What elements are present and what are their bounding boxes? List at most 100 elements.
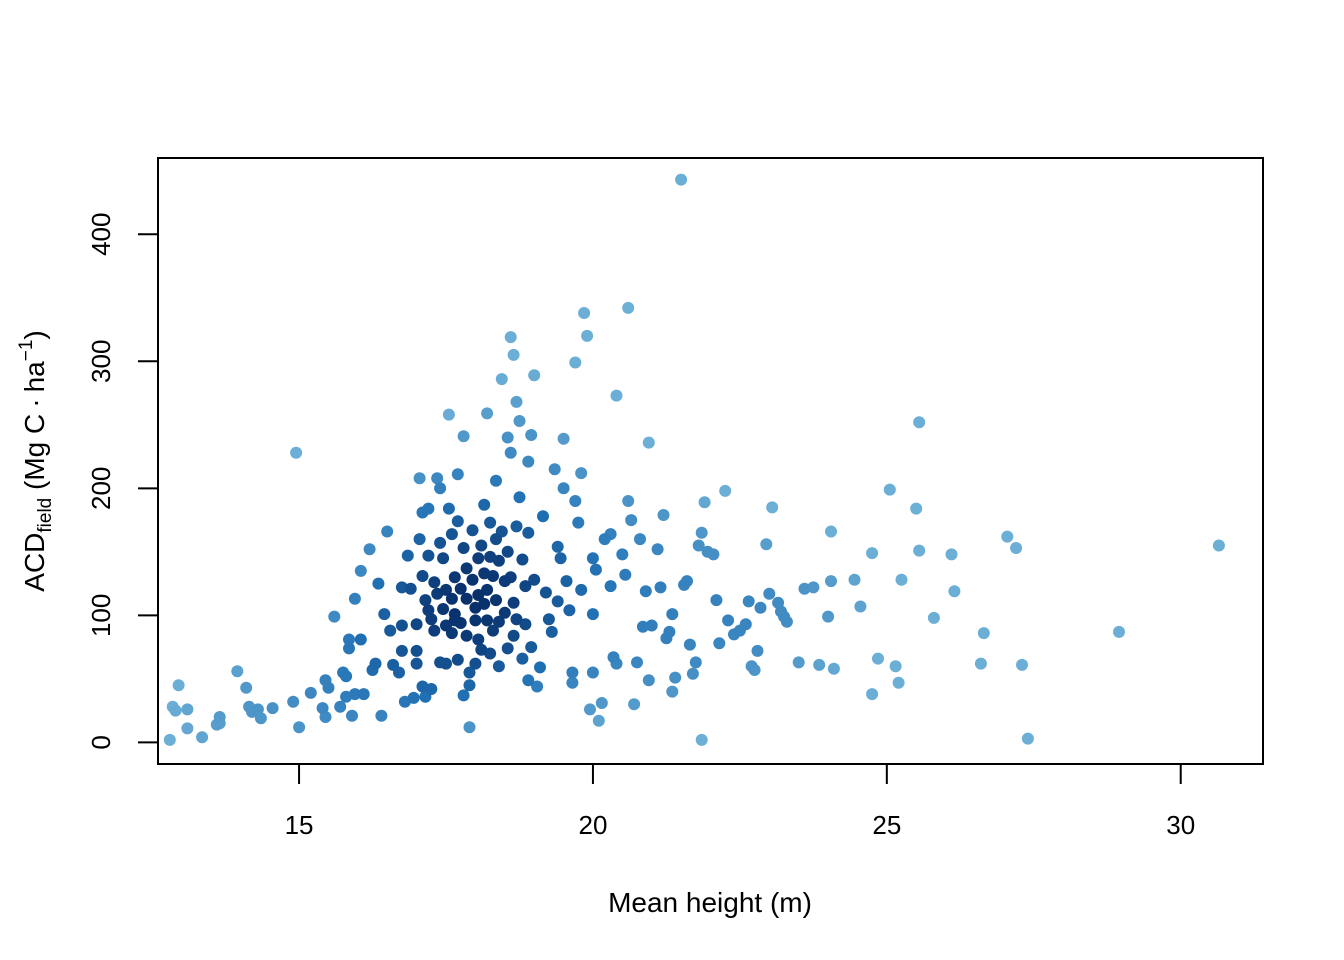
data-point bbox=[563, 604, 576, 617]
data-point bbox=[348, 592, 361, 605]
y-axis-title-subscript: field bbox=[35, 498, 56, 533]
y-tick-label: 200 bbox=[86, 467, 116, 510]
data-point bbox=[813, 658, 826, 671]
data-point bbox=[410, 644, 423, 657]
data-point bbox=[569, 495, 582, 507]
data-point bbox=[698, 496, 711, 509]
data-point bbox=[448, 571, 461, 584]
data-point bbox=[463, 721, 476, 734]
data-point bbox=[551, 540, 564, 553]
data-point bbox=[548, 463, 561, 476]
y-axis-title-main: ACD bbox=[19, 533, 50, 592]
data-point bbox=[566, 676, 579, 689]
data-point bbox=[581, 329, 594, 342]
data-point bbox=[622, 301, 635, 314]
data-point bbox=[889, 660, 902, 673]
data-point bbox=[572, 516, 585, 529]
data-point bbox=[948, 585, 961, 598]
data-point bbox=[457, 689, 470, 702]
data-point bbox=[825, 575, 837, 588]
data-point bbox=[454, 617, 467, 629]
data-point bbox=[451, 653, 464, 666]
data-point bbox=[378, 608, 391, 621]
data-point bbox=[510, 613, 523, 626]
data-point bbox=[431, 472, 444, 485]
x-axis-title: Mean height (m) bbox=[608, 887, 812, 918]
data-point bbox=[895, 573, 908, 586]
data-point bbox=[636, 620, 649, 633]
data-point bbox=[498, 606, 511, 619]
y-axis-title-superscript: −1 bbox=[16, 340, 37, 362]
data-point bbox=[372, 577, 385, 590]
data-point bbox=[545, 625, 558, 638]
data-point bbox=[490, 594, 502, 607]
data-point bbox=[525, 429, 538, 441]
data-point bbox=[1010, 542, 1023, 554]
data-point bbox=[442, 408, 455, 421]
y-tick-label: 300 bbox=[86, 340, 116, 383]
data-point bbox=[469, 657, 482, 670]
data-point bbox=[883, 483, 896, 496]
data-point bbox=[410, 618, 423, 631]
x-tick-label: 15 bbox=[285, 810, 314, 840]
data-point bbox=[440, 583, 452, 596]
data-point bbox=[610, 389, 623, 402]
data-point bbox=[501, 545, 514, 558]
data-point bbox=[460, 592, 473, 605]
data-point bbox=[713, 637, 726, 650]
data-point bbox=[413, 472, 426, 485]
y-axis-title-dot: · bbox=[19, 398, 50, 407]
data-point bbox=[387, 658, 400, 671]
data-point bbox=[639, 585, 652, 598]
data-point bbox=[316, 702, 329, 715]
data-point bbox=[516, 553, 529, 566]
data-point bbox=[384, 624, 397, 637]
data-point bbox=[663, 625, 676, 638]
data-point bbox=[539, 586, 552, 599]
data-point bbox=[454, 582, 467, 595]
data-point bbox=[472, 633, 485, 646]
data-point bbox=[290, 446, 303, 459]
data-point bbox=[472, 552, 485, 565]
data-point bbox=[448, 608, 461, 621]
data-point bbox=[692, 539, 705, 552]
data-point bbox=[586, 552, 599, 565]
data-point bbox=[484, 550, 497, 563]
data-point bbox=[510, 395, 523, 408]
data-point bbox=[945, 548, 958, 561]
data-point bbox=[739, 618, 752, 631]
data-point bbox=[516, 652, 529, 665]
data-point bbox=[460, 562, 473, 575]
data-point bbox=[348, 688, 361, 701]
data-point bbox=[645, 619, 658, 632]
data-point bbox=[974, 657, 987, 670]
data-point bbox=[440, 619, 452, 632]
data-point bbox=[822, 610, 835, 623]
data-point bbox=[404, 582, 417, 595]
data-point bbox=[451, 515, 464, 528]
data-point bbox=[492, 660, 505, 673]
data-point bbox=[413, 533, 426, 546]
data-point bbox=[442, 502, 455, 515]
data-point bbox=[428, 576, 441, 589]
data-point bbox=[728, 628, 740, 641]
data-point bbox=[240, 681, 253, 694]
data-point bbox=[745, 660, 758, 673]
data-point bbox=[395, 619, 408, 632]
data-point bbox=[528, 369, 541, 382]
data-point bbox=[466, 573, 479, 586]
plot-frame bbox=[157, 157, 1264, 765]
data-point bbox=[481, 407, 494, 420]
data-point bbox=[293, 721, 306, 734]
data-point bbox=[457, 430, 470, 443]
data-point bbox=[669, 671, 682, 684]
data-point bbox=[695, 526, 708, 539]
data-point bbox=[172, 679, 185, 692]
data-point bbox=[657, 509, 670, 521]
data-point bbox=[375, 709, 388, 722]
data-point bbox=[463, 666, 476, 679]
data-point bbox=[666, 608, 679, 621]
data-point bbox=[395, 644, 408, 657]
data-point bbox=[798, 582, 811, 595]
data-point bbox=[422, 549, 435, 562]
